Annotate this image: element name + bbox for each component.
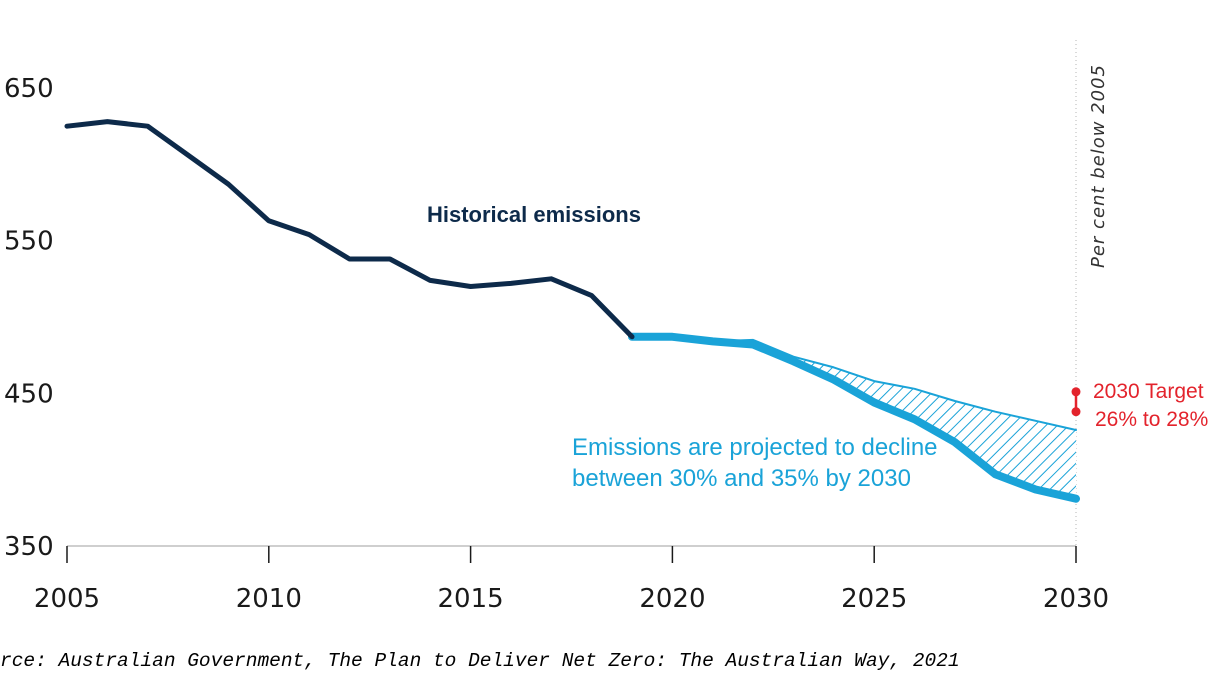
projection-label-line-1: Emissions are projected to decline xyxy=(572,434,938,461)
target-range-high-dot xyxy=(1071,387,1081,397)
y-tick-label: 350 xyxy=(4,532,54,562)
x-tick-label: 2015 xyxy=(438,584,504,614)
projection-range-area xyxy=(632,336,1076,499)
source-caption: rce: Australian Government, The Plan to … xyxy=(0,650,960,672)
x-tick-label: 2005 xyxy=(34,584,100,614)
y-tick-label: 550 xyxy=(4,227,54,257)
y-tick-label: 650 xyxy=(4,74,54,104)
projection-label-line-2: between 30% and 35% by 2030 xyxy=(572,465,911,492)
target-range-label: 26% to 28% xyxy=(1095,408,1208,431)
x-tick-label: 2025 xyxy=(841,584,907,614)
secondary-axis-label: Per cent below 2005 xyxy=(1088,64,1109,268)
target-label: 2030 Target xyxy=(1093,380,1204,403)
projection-lower-line xyxy=(628,332,1080,503)
historical-emissions-label: Historical emissions xyxy=(427,202,641,227)
target-range-low-dot xyxy=(1071,407,1081,417)
x-tick-label: 2010 xyxy=(236,584,302,614)
x-tick-label: 2030 xyxy=(1043,584,1109,614)
x-tick-label: 2020 xyxy=(639,584,705,614)
y-tick-label: 450 xyxy=(4,379,54,409)
historical-emissions-line xyxy=(64,119,635,340)
